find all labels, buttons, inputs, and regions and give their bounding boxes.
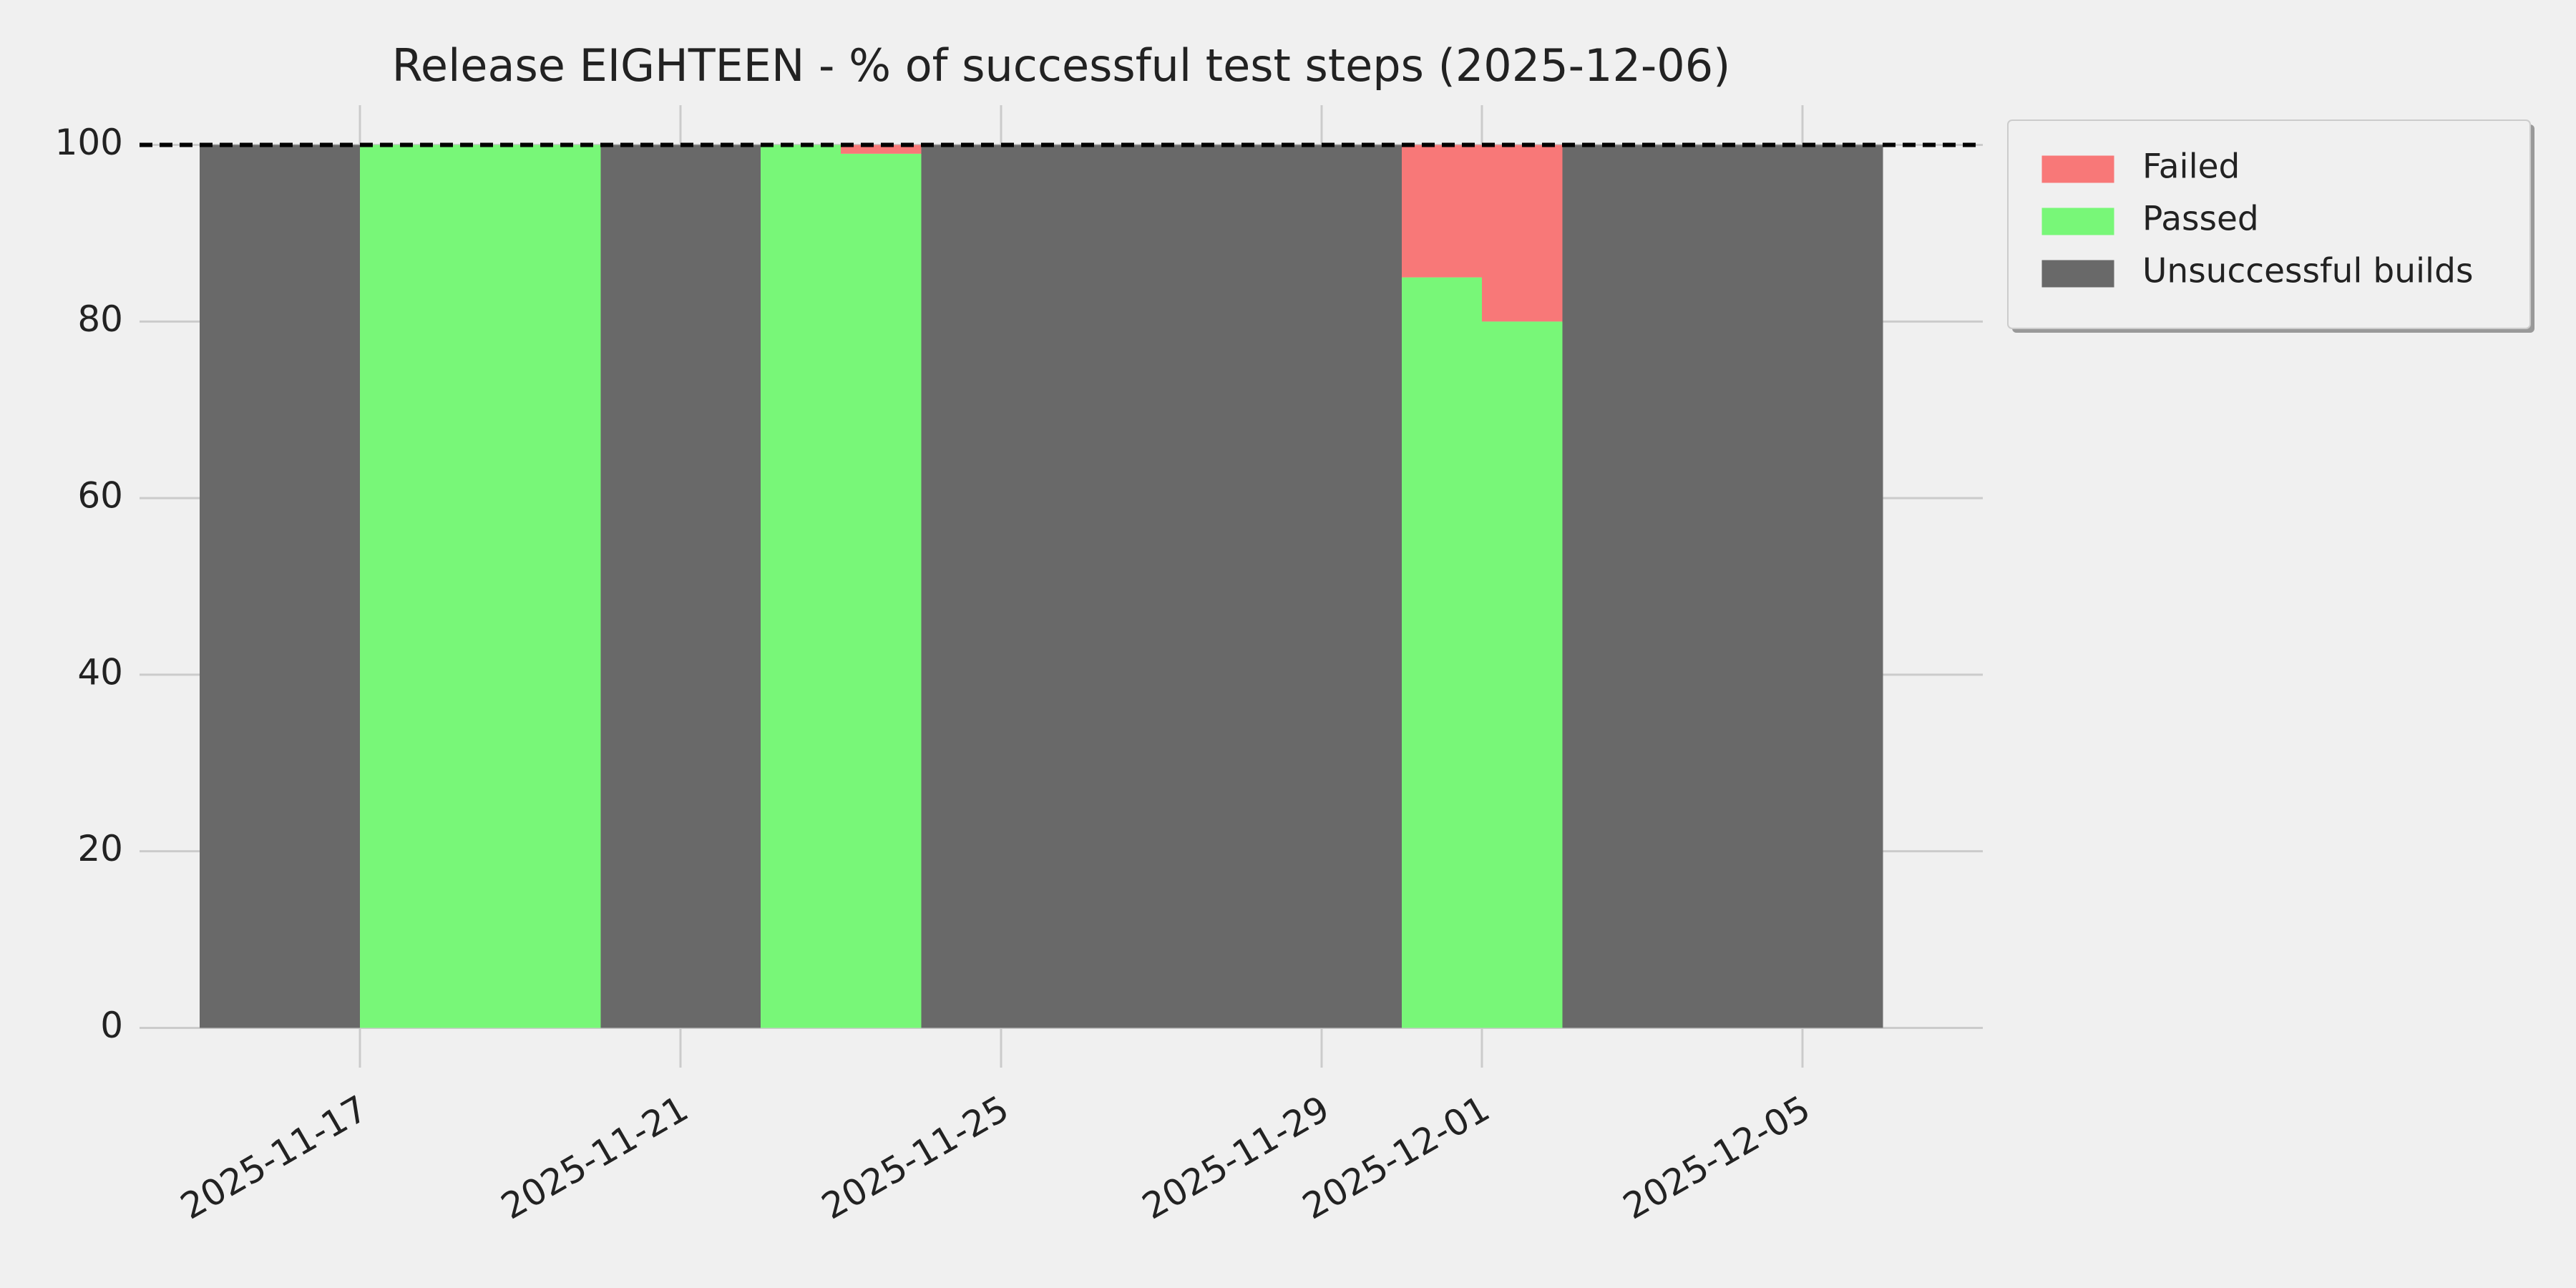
area-segment [1642, 145, 1723, 1028]
legend-box [2007, 119, 2531, 329]
legend-label: Failed [2142, 147, 2240, 187]
area-segment [1161, 145, 1242, 1028]
area-segment [1722, 145, 1803, 1028]
legend: Failed Passed Unsuccessful builds [2007, 119, 2534, 333]
area-segment [200, 145, 280, 1028]
area-segment [1001, 145, 1082, 1028]
y-tick-label: 0 [100, 1005, 123, 1046]
area-segment [1241, 145, 1322, 1028]
legend-swatch [2041, 260, 2114, 288]
y-tick-label: 40 [77, 651, 123, 693]
area-segment [1802, 145, 1883, 1028]
area-segment [1402, 277, 1483, 1028]
area-segment [761, 145, 841, 1028]
area-segment [600, 145, 681, 1028]
area-segment [841, 153, 922, 1028]
marks [200, 145, 1883, 1028]
area-segment [1402, 145, 1483, 278]
area-segment [1482, 321, 1563, 1028]
area-segment [680, 145, 761, 1028]
area-segment [440, 145, 521, 1028]
area-segment [1081, 145, 1162, 1028]
area-segment [520, 145, 601, 1028]
area-segment [1562, 145, 1643, 1028]
area-segment [360, 145, 441, 1028]
area-segment [841, 145, 922, 154]
area-segment [1322, 145, 1402, 1028]
y-tick-label: 80 [77, 298, 123, 340]
legend-swatch [2041, 155, 2114, 183]
legend-swatch [2041, 208, 2114, 235]
legend-label: Unsuccessful builds [2142, 252, 2473, 291]
area-segment [921, 145, 1002, 1028]
y-tick-label: 60 [77, 475, 123, 517]
area-segment [1482, 145, 1563, 322]
legend-label: Passed [2142, 200, 2259, 239]
y-tick-label: 20 [77, 828, 123, 869]
area-segment [280, 145, 361, 1028]
y-tick-label: 100 [55, 122, 123, 163]
chart-title: Release EIGHTEEN - % of successful test … [392, 39, 1731, 92]
